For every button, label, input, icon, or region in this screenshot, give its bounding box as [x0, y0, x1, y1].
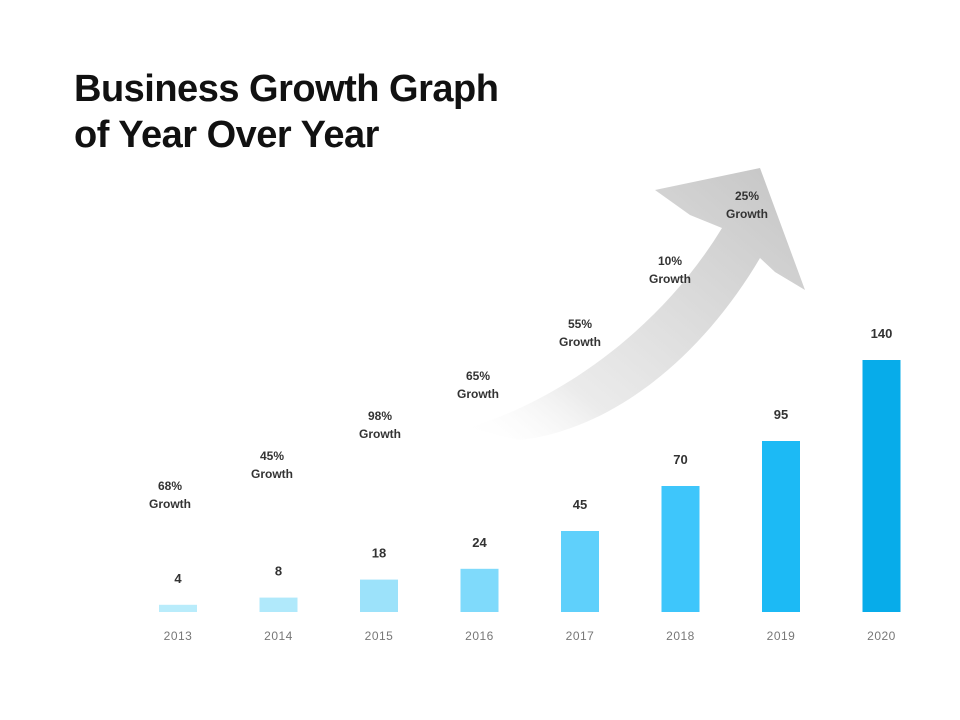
growth-label-7: 25% Growth	[726, 189, 768, 221]
bar-2018	[661, 486, 700, 612]
bar-2017	[561, 531, 599, 612]
chart-title-line-1: Business Growth Graph	[74, 68, 499, 110]
growth-label-6: 10% Growth	[649, 254, 691, 286]
value-label-2018: 70	[673, 452, 687, 467]
x-tick-2019: 2019	[767, 629, 796, 643]
bar-2015	[360, 579, 398, 612]
bar-2019	[762, 441, 800, 612]
value-label-2020: 140	[871, 326, 893, 341]
x-tick-2018: 2018	[666, 629, 695, 643]
x-tick-2017: 2017	[566, 629, 595, 643]
value-label-2015: 18	[372, 546, 386, 561]
x-tick-2013: 2013	[164, 629, 193, 643]
bar-2016	[460, 568, 499, 612]
chart-title-line-2: of Year Over Year	[74, 114, 379, 156]
value-label-2013: 4	[174, 571, 182, 586]
growth-label-1: 68% Growth	[149, 479, 191, 511]
value-label-2014: 8	[275, 564, 282, 579]
bar-2014	[259, 597, 298, 612]
chart-title: Business Growth Graph of Year Over Year	[74, 66, 499, 158]
value-label-2019: 95	[774, 407, 788, 422]
x-tick-2015: 2015	[365, 629, 394, 643]
x-tick-2020: 2020	[867, 629, 896, 643]
x-tick-2014: 2014	[264, 629, 293, 643]
growth-label-2: 45% Growth	[251, 449, 293, 481]
growth-label-4: 65% Growth	[457, 369, 499, 401]
value-label-2017: 45	[573, 497, 587, 512]
bar-2013	[159, 604, 197, 612]
growth-arrow	[468, 168, 805, 440]
x-tick-2016: 2016	[465, 629, 494, 643]
growth-label-5: 55% Growth	[559, 317, 601, 349]
value-label-2016: 24	[472, 535, 487, 550]
bar-2020	[862, 360, 901, 612]
growth-label-3: 98% Growth	[359, 409, 401, 441]
